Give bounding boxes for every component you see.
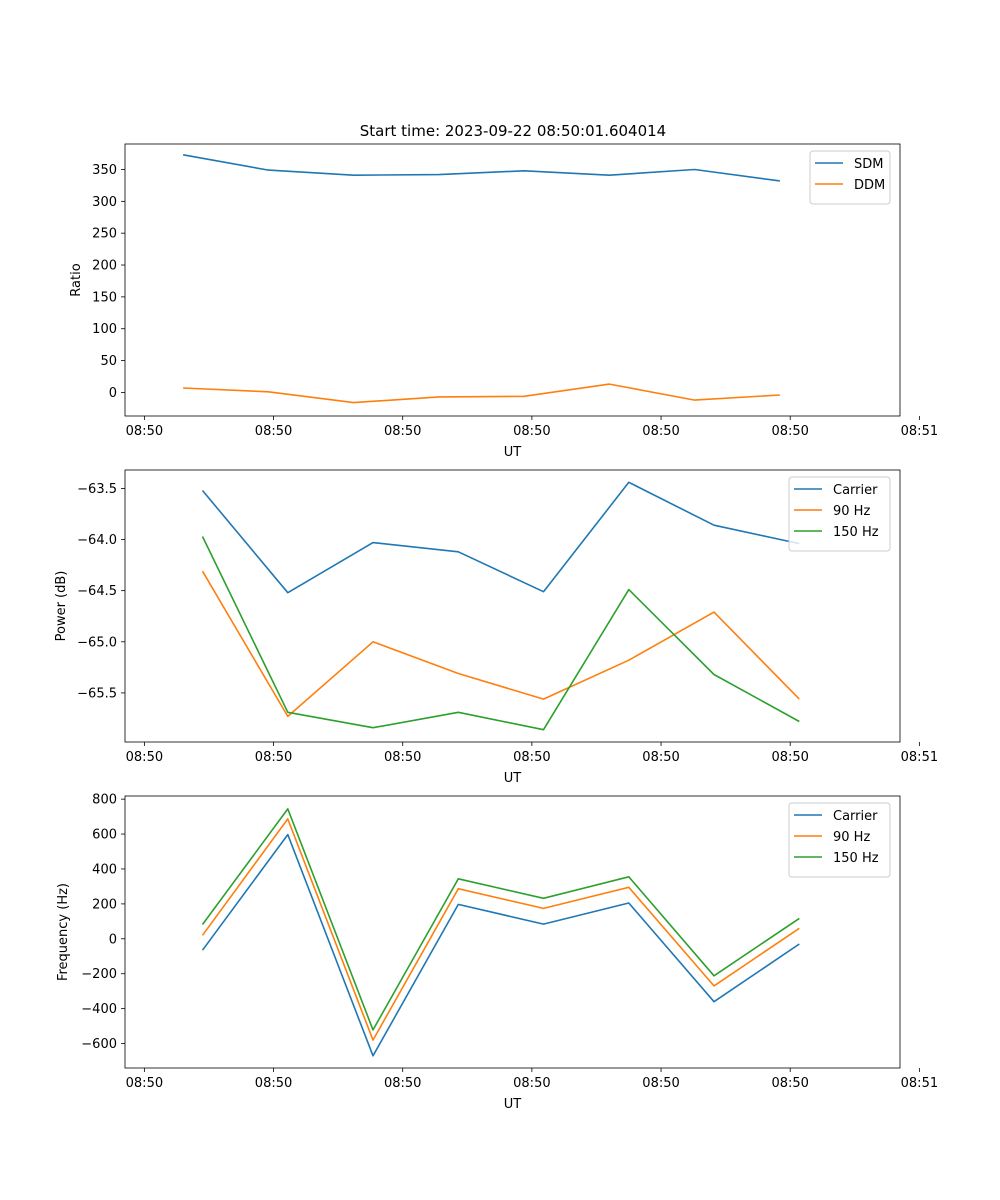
x-tick-label: 08:50 <box>255 1076 292 1091</box>
y-tick-label: −400 <box>81 1002 117 1017</box>
y-tick-label: 800 <box>92 793 117 808</box>
chart-panel-2: 08:50 08:50 08:50 08:50 08:50 08:50 08:51 −65.5… <box>54 469 938 786</box>
y-tick-label: 300 <box>92 195 117 210</box>
series-line-sdm <box>182 154 781 182</box>
x-axis-label: UT <box>504 1097 522 1112</box>
y-axis-label: Ratio <box>69 263 84 296</box>
y-tick-label: −64.5 <box>77 584 117 599</box>
legend-box <box>788 802 891 878</box>
x-tick-label: 08:51 <box>901 750 938 765</box>
x-tick-label: 08:50 <box>771 1076 808 1091</box>
legend-label: 90 Hz <box>833 504 870 519</box>
y-axis-label: Frequency (Hz) <box>56 883 71 981</box>
figure-title: Start time: 2023-09-22 08:50:01.604014 <box>360 122 666 140</box>
y-tick-label: 600 <box>92 828 117 843</box>
y-tick-label: 200 <box>92 897 117 912</box>
y-tick-label: −64.0 <box>77 533 117 548</box>
plot-frame <box>124 469 901 743</box>
x-tick-label: 08:50 <box>126 750 163 765</box>
chart-panel-3: 08:50 08:50 08:50 08:50 08:50 08:50 08:51 −600 −… <box>56 793 938 1112</box>
series-line-90-hz <box>201 570 800 718</box>
y-tick-label: 400 <box>92 862 117 877</box>
series-line-150-hz <box>201 536 800 731</box>
legend-label: 90 Hz <box>833 830 870 845</box>
x-tick-label: 08:50 <box>513 1076 550 1091</box>
legend: Carrier 90 Hz 150 Hz <box>788 802 891 878</box>
y-tick-label: 150 <box>92 290 117 305</box>
x-tick-label: 08:50 <box>384 424 421 439</box>
chart-panel-1: 08:50 08:50 08:50 08:50 08:50 08:50 08:51 0 50 10… <box>69 143 938 460</box>
legend-label: SDM <box>854 157 883 172</box>
y-tick-label: −600 <box>81 1037 117 1052</box>
y-tick-label: 250 <box>92 227 117 242</box>
legend-box <box>788 476 891 552</box>
y-tick-label: −65.5 <box>77 686 117 701</box>
x-tick-label: 08:50 <box>642 424 679 439</box>
legend-label: 150 Hz <box>833 851 879 866</box>
x-axis-label: UT <box>504 771 522 786</box>
x-tick-label: 08:50 <box>126 1076 163 1091</box>
legend-box <box>809 150 891 205</box>
legend: SDM DDM <box>809 150 891 205</box>
y-tick-label: 350 <box>92 163 117 178</box>
plot-frame <box>124 795 901 1069</box>
x-tick-label: 08:50 <box>126 424 163 439</box>
y-tick-label: −65.0 <box>77 635 117 650</box>
series-line-90-hz <box>201 818 800 1041</box>
series-line-ddm <box>183 383 780 404</box>
series-line-carrier <box>201 481 800 594</box>
x-tick-label: 08:50 <box>642 750 679 765</box>
x-tick-label: 08:51 <box>901 424 938 439</box>
legend-label: 150 Hz <box>833 525 879 540</box>
x-tick-label: 08:50 <box>642 1076 679 1091</box>
y-tick-label: 50 <box>100 354 117 369</box>
x-tick-label: 08:50 <box>255 424 292 439</box>
series-line-carrier <box>201 833 800 1057</box>
x-tick-label: 08:50 <box>771 424 808 439</box>
legend-label: Carrier <box>833 809 878 824</box>
legend-label: DDM <box>854 178 885 193</box>
y-tick-label: −200 <box>81 967 117 982</box>
x-tick-label: 08:50 <box>513 750 550 765</box>
y-axis-label: Power (dB) <box>54 571 69 642</box>
x-tick-label: 08:51 <box>901 1076 938 1091</box>
x-tick-label: 08:50 <box>384 750 421 765</box>
y-tick-label: 0 <box>109 932 117 947</box>
x-tick-label: 08:50 <box>513 424 550 439</box>
legend: Carrier 90 Hz 150 Hz <box>788 476 891 552</box>
x-tick-label: 08:50 <box>771 750 808 765</box>
series-line-150-hz <box>201 808 800 1031</box>
x-tick-label: 08:50 <box>384 1076 421 1091</box>
y-tick-label: −63.5 <box>77 482 117 497</box>
y-tick-label: 0 <box>109 386 117 401</box>
x-axis-label: UT <box>504 445 522 460</box>
y-tick-label: 100 <box>92 322 117 337</box>
legend-label: Carrier <box>833 483 878 498</box>
x-tick-label: 08:50 <box>255 750 292 765</box>
plot-frame <box>124 143 901 417</box>
y-tick-label: 200 <box>92 259 117 274</box>
